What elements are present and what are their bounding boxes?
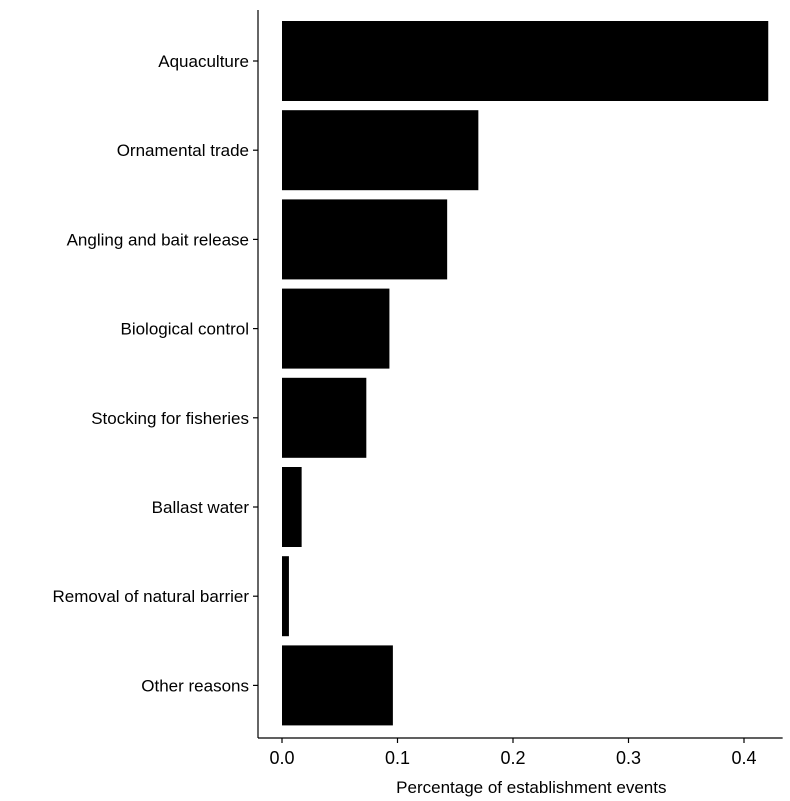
x-axis: 0.0 0.1 0.2 0.3 0.4 [258, 737, 783, 768]
x-tick-label: 0.2 [500, 748, 525, 768]
bar-ballast-water [282, 467, 302, 547]
x-tick-label: 0.4 [731, 748, 756, 768]
y-tick-label: Other reasons [141, 676, 249, 695]
x-tick-label: 0.3 [616, 748, 641, 768]
bar-biological-control [282, 288, 390, 369]
x-tick-label: 0.0 [269, 748, 294, 768]
bar-ornamental-trade [282, 110, 479, 191]
y-tick-label: Aquaculture [158, 52, 249, 71]
y-tick-label: Removal of natural barrier [52, 587, 249, 606]
bars-group [282, 21, 769, 726]
x-axis-title: Percentage of establishment events [396, 778, 666, 797]
y-tick-label: Stocking for fisheries [91, 409, 249, 428]
bar-aquaculture [282, 21, 769, 101]
y-tick-label: Ornamental trade [117, 141, 249, 160]
x-tick-label: 0.1 [385, 748, 410, 768]
bar-stocking-for-fisheries [282, 377, 367, 458]
y-tick-label: Angling and bait release [67, 230, 249, 249]
bar-other-reasons [282, 645, 393, 726]
y-tick-label: Biological control [120, 320, 249, 339]
y-tick-label: Ballast water [152, 498, 250, 517]
y-axis: Aquaculture Ornamental trade Angling and b… [52, 10, 259, 738]
bar-angling-and-bait-release [282, 199, 448, 280]
bar-removal-of-natural-barrier [282, 556, 289, 637]
